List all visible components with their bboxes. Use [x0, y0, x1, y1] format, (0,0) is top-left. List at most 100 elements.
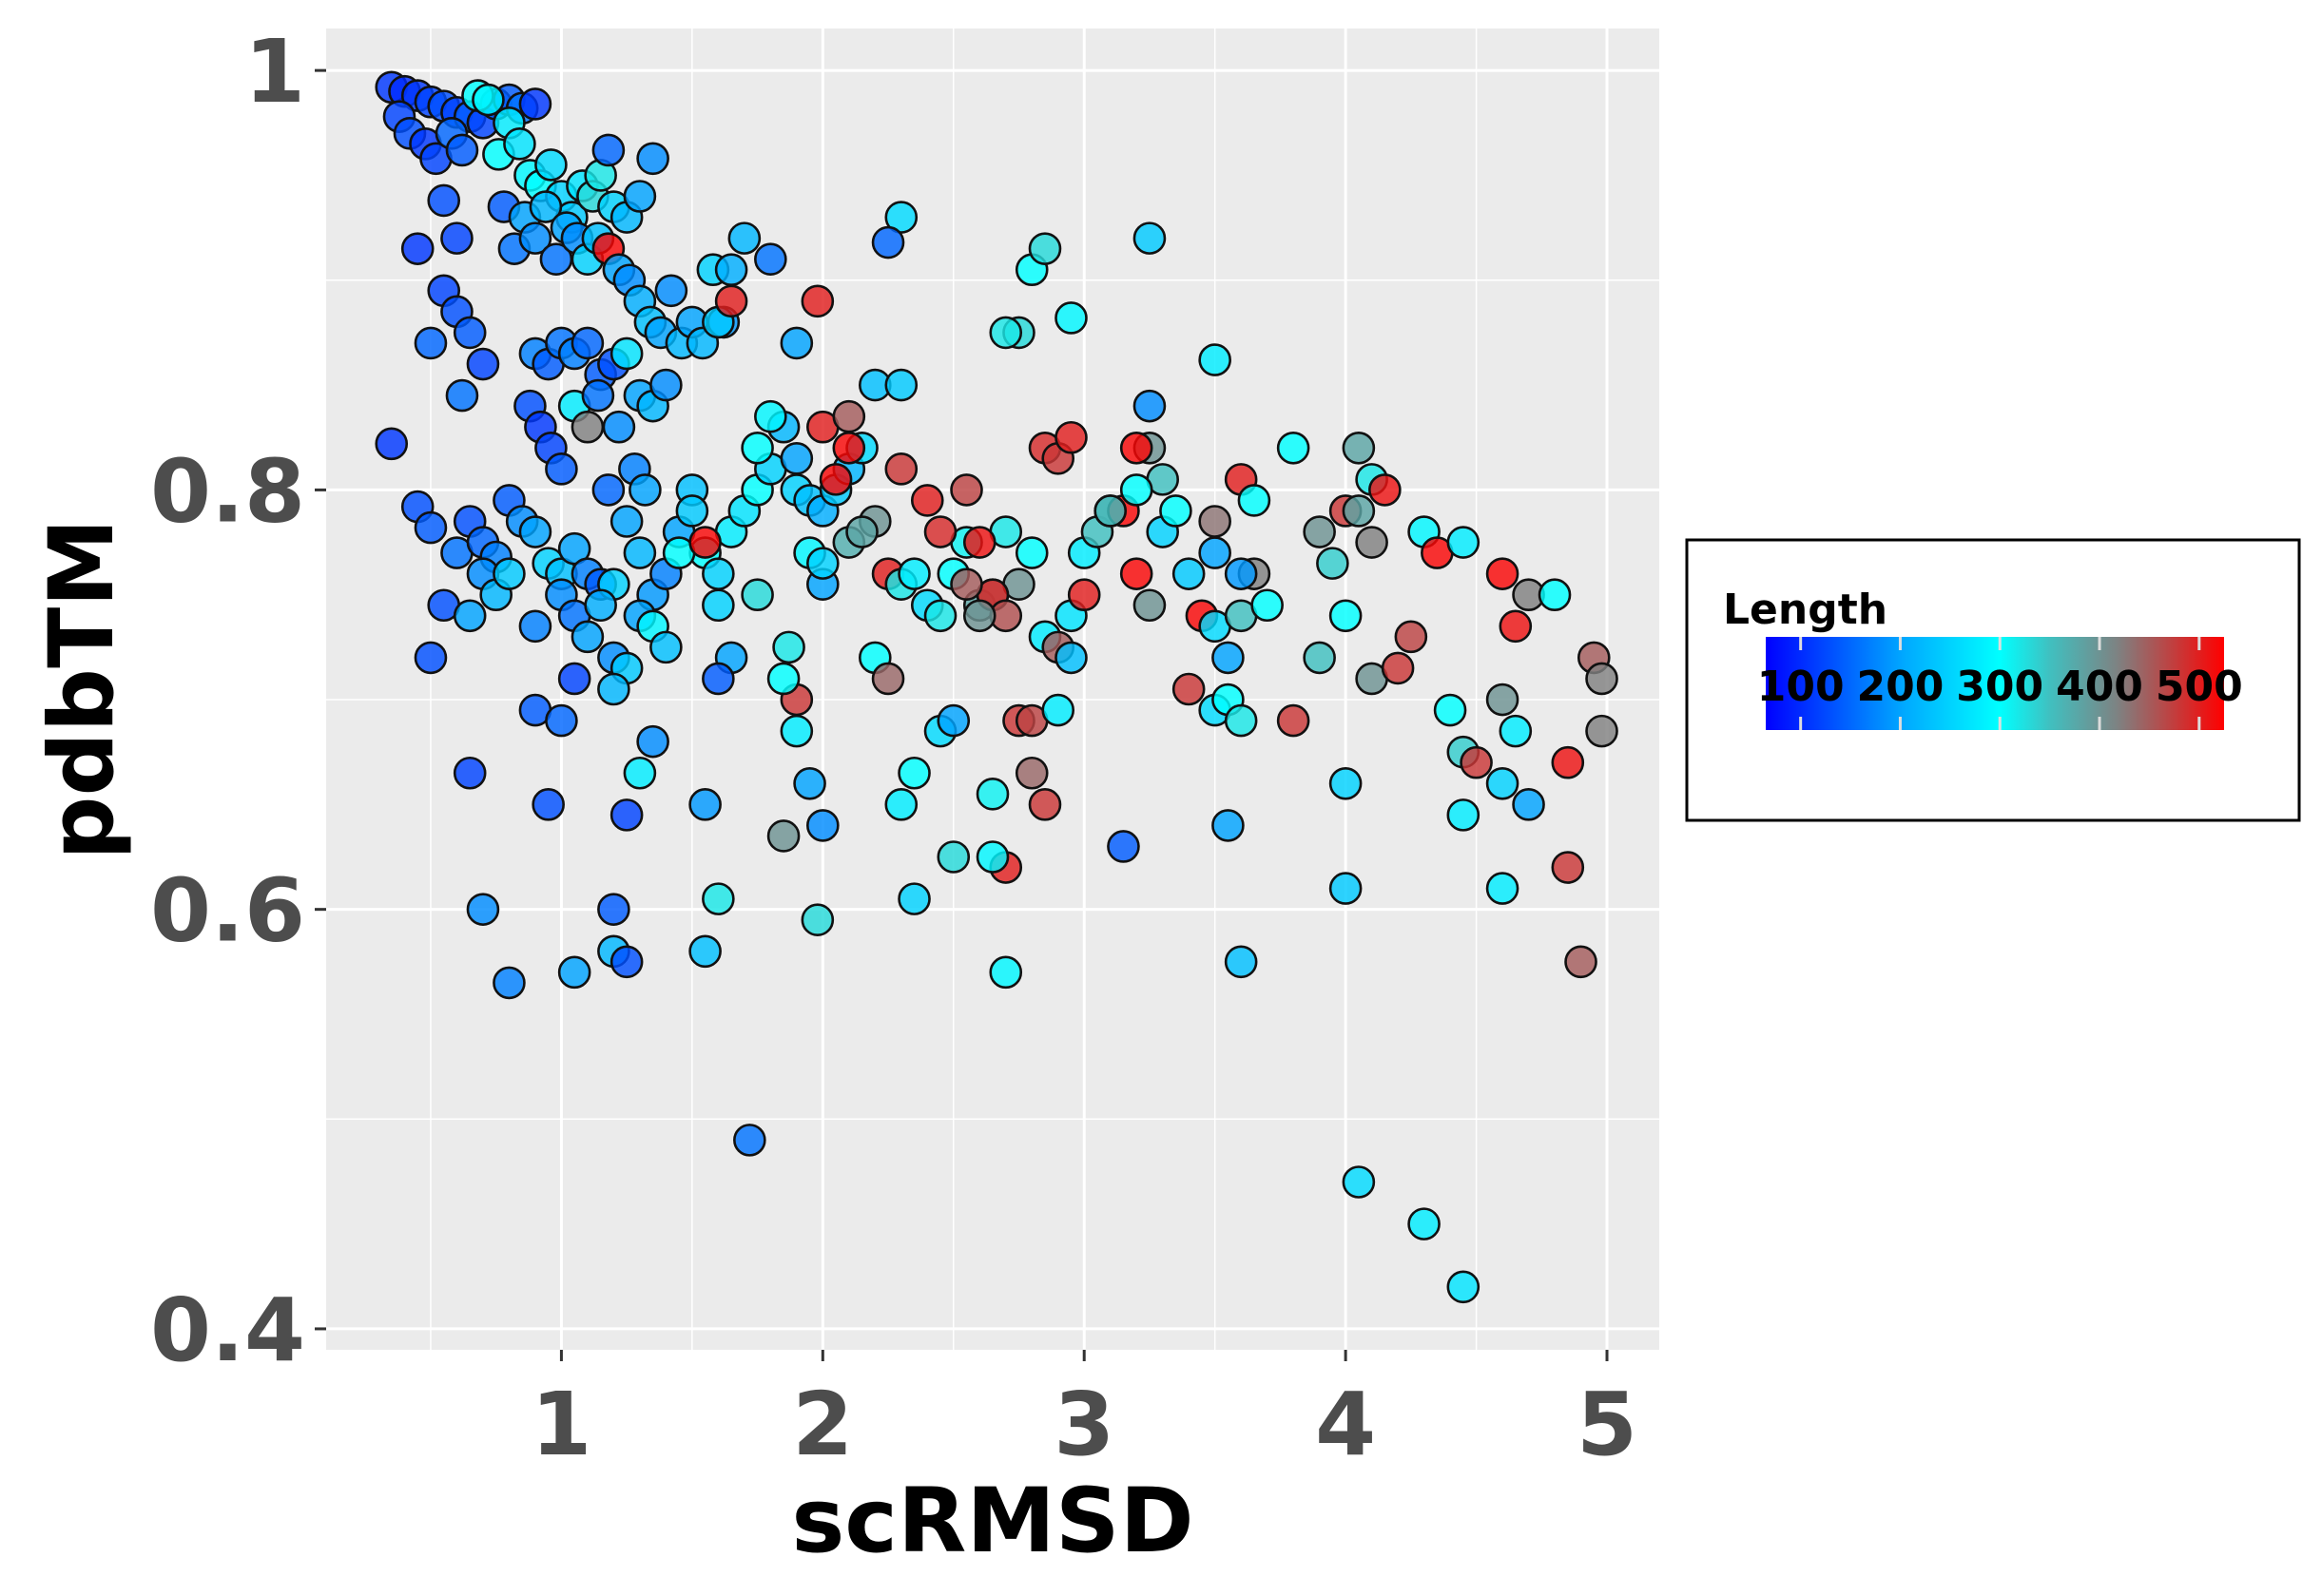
- data-point: [1551, 851, 1585, 884]
- legend-tick-label: 300: [1956, 663, 2043, 711]
- data-point: [1342, 431, 1376, 465]
- data-point: [1198, 536, 1231, 569]
- data-point: [610, 505, 644, 538]
- data-point: [793, 766, 826, 800]
- data-point: [1328, 599, 1363, 633]
- data-point: [1224, 945, 1258, 979]
- data-points: [375, 70, 1618, 1304]
- data-point: [1446, 1270, 1480, 1304]
- data-point: [1499, 714, 1533, 748]
- data-point: [1028, 788, 1062, 821]
- data-point: [1342, 1165, 1376, 1199]
- data-point: [1407, 1207, 1441, 1240]
- data-point: [649, 368, 683, 402]
- data-point: [766, 662, 801, 696]
- data-point: [545, 703, 578, 738]
- data-point: [654, 274, 688, 308]
- data-point: [414, 641, 448, 675]
- data-point: [503, 127, 536, 161]
- data-point: [898, 882, 931, 915]
- data-point: [923, 515, 958, 548]
- y-tick-label: 0.4: [150, 1279, 305, 1381]
- data-point: [950, 473, 983, 507]
- data-point: [453, 599, 487, 633]
- data-point: [571, 410, 605, 444]
- data-point: [989, 316, 1023, 350]
- data-point: [1198, 343, 1231, 376]
- data-point: [649, 630, 683, 664]
- data-point: [688, 526, 722, 559]
- data-point: [884, 452, 919, 486]
- data-point: [623, 180, 657, 213]
- data-point: [466, 893, 500, 926]
- data-point: [1055, 641, 1088, 675]
- y-tick-label: 0.8: [150, 440, 305, 542]
- data-point: [780, 326, 814, 360]
- data-point: [602, 410, 636, 444]
- data-point: [780, 442, 814, 475]
- data-point: [1355, 526, 1388, 559]
- data-point: [1093, 494, 1128, 528]
- color-legend: Length 100 200 300 400 500: [1685, 538, 2301, 822]
- data-point: [898, 756, 931, 790]
- data-point: [518, 87, 552, 121]
- data-point: [518, 609, 552, 644]
- data-point: [937, 840, 971, 874]
- data-point: [871, 225, 905, 260]
- data-point: [806, 547, 840, 580]
- data-point: [534, 148, 568, 182]
- colorbar: [1766, 637, 2224, 730]
- data-point: [1107, 830, 1140, 863]
- data-point: [1015, 756, 1049, 790]
- data-point: [1564, 945, 1597, 979]
- data-point: [727, 221, 762, 255]
- x-tick-label: 2: [792, 1374, 853, 1475]
- data-point: [1303, 515, 1336, 548]
- data-point: [445, 133, 479, 167]
- data-point: [1585, 714, 1618, 748]
- data-point: [923, 599, 958, 633]
- data-point: [453, 756, 487, 790]
- data-point: [1460, 745, 1493, 779]
- data-point: [801, 284, 835, 318]
- data-point: [1132, 221, 1167, 255]
- data-point: [1250, 588, 1284, 623]
- data-point: [597, 672, 630, 706]
- data-point: [1485, 872, 1519, 905]
- data-point: [801, 903, 835, 936]
- data-point: [375, 427, 409, 461]
- legend-tick-label: 400: [2056, 663, 2143, 711]
- data-point: [806, 809, 840, 842]
- data-point: [414, 510, 448, 545]
- data-point: [1433, 693, 1467, 727]
- x-tick-label: 1: [531, 1374, 591, 1475]
- x-tick-label: 3: [1054, 1374, 1114, 1475]
- data-point: [518, 515, 552, 548]
- data-point: [1446, 798, 1480, 832]
- data-point: [597, 893, 630, 926]
- data-point: [466, 347, 500, 381]
- data-point: [1211, 809, 1245, 842]
- data-point: [1276, 703, 1310, 738]
- data-point: [1237, 484, 1271, 517]
- data-point: [610, 337, 644, 371]
- data-point: [557, 955, 591, 990]
- data-point: [1119, 431, 1153, 465]
- data-point: [1067, 578, 1101, 612]
- data-point: [819, 463, 853, 496]
- data-point: [688, 788, 722, 821]
- data-point: [1485, 683, 1519, 717]
- data-point: [1171, 672, 1206, 706]
- data-point: [741, 431, 774, 465]
- data-point: [1055, 301, 1088, 335]
- data-point: [557, 662, 591, 696]
- data-point: [1119, 557, 1153, 590]
- data-point: [610, 798, 644, 832]
- data-point: [1512, 788, 1545, 821]
- data-point: [400, 232, 435, 265]
- data-point: [1342, 494, 1376, 528]
- data-point: [545, 452, 578, 486]
- data-point: [518, 221, 552, 255]
- data-point: [493, 966, 526, 1000]
- data-point: [571, 620, 605, 654]
